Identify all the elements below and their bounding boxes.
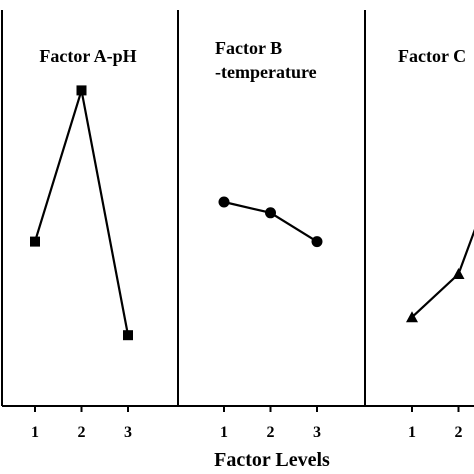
panel-1-point-3 — [123, 330, 133, 341]
panel-2-tick-label-3: 3 — [313, 424, 321, 441]
panel-2-title-line-2: -temperature — [215, 62, 317, 82]
panel-1: Factor A-pH 1 2 3 — [30, 46, 137, 441]
panel-1-tick-label-2: 2 — [78, 424, 86, 441]
panel-3-series-line — [411, 228, 474, 319]
panel-1-point-1 — [30, 236, 40, 247]
panel-3-tick-label-2: 2 — [455, 424, 463, 441]
panel-2-tick-label-2: 2 — [267, 424, 275, 441]
panel-2-point-3 — [311, 236, 323, 248]
panel-1-point-2 — [76, 85, 87, 96]
panel-2: Factor B -temperature 1 2 3 — [215, 38, 323, 441]
panel-3-point-1 — [406, 311, 418, 323]
panel-3: Factor C123 — [398, 46, 474, 441]
panel-3-title-line-1: Factor C — [398, 46, 466, 66]
x-axis-label: Factor Levels — [214, 449, 330, 471]
panel-1-tick-label-3: 3 — [124, 424, 132, 441]
panel-3-point-2 — [452, 268, 465, 279]
panel-2-title-line-1: Factor B — [215, 38, 282, 58]
panel-1-series-line — [33, 90, 130, 336]
panel-2-tick-label-1: 1 — [220, 424, 228, 441]
panel-2-point-2 — [265, 207, 276, 219]
panel-1-tick-label-1: 1 — [31, 424, 39, 441]
panel-3-tick-label-1: 1 — [408, 424, 416, 441]
panel-2-point-1 — [218, 196, 230, 208]
panel-1-title-line-1: Factor A-pH — [39, 46, 136, 66]
